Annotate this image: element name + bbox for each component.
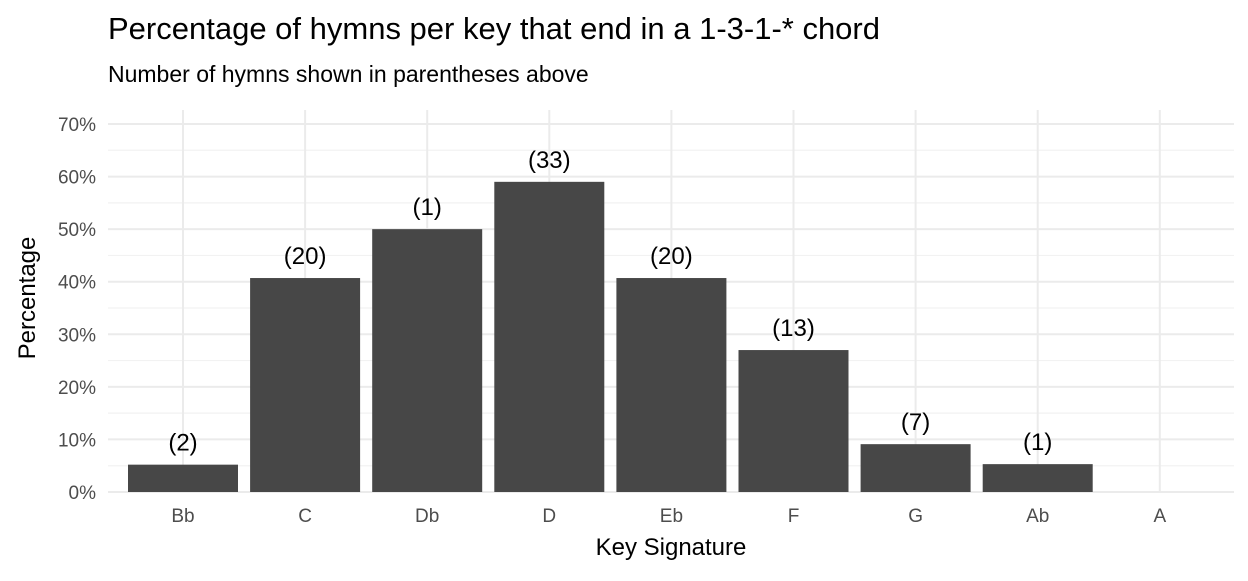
data-label: (1) <box>1023 429 1052 456</box>
bar-bb <box>128 464 238 492</box>
y-tick-label: 20% <box>58 378 96 399</box>
y-tick-label: 60% <box>58 168 96 189</box>
y-axis-ticks: 0% 10% 20% 30% 40% 50% 60% 70% <box>58 115 96 504</box>
x-tick-label: Bb <box>171 506 194 527</box>
data-label: (33) <box>528 147 571 174</box>
x-tick-label: Ab <box>1026 506 1049 527</box>
data-label: (1) <box>413 194 442 221</box>
x-tick-label: A <box>1153 506 1166 527</box>
chart-subtitle: Number of hymns shown in parentheses abo… <box>108 61 589 87</box>
y-tick-label: 30% <box>58 325 96 346</box>
x-axis-label: Key Signature <box>596 534 747 561</box>
y-tick-label: 10% <box>58 430 96 451</box>
bar-d <box>494 181 605 493</box>
bar-eb <box>616 278 727 492</box>
y-tick-label: 70% <box>58 115 96 136</box>
bar-db <box>372 229 483 492</box>
data-label: (2) <box>168 430 197 457</box>
bar-f <box>738 350 849 492</box>
data-label: (13) <box>772 315 815 342</box>
y-tick-label: 50% <box>58 220 96 241</box>
chart-title: Percentage of hymns per key that end in … <box>108 11 880 46</box>
x-tick-label: G <box>908 506 923 527</box>
bar-g <box>860 444 971 492</box>
bars <box>128 181 1093 493</box>
data-label: (20) <box>650 243 693 270</box>
x-tick-label: C <box>298 506 312 527</box>
x-tick-label: F <box>788 506 800 527</box>
x-axis-ticks: Bb C Db D Eb F G Ab A <box>171 506 1166 527</box>
x-tick-label: Eb <box>660 506 683 527</box>
data-label: (7) <box>901 409 930 436</box>
data-labels: (2) (20) (1) (33) (20) (13) (7) (1) <box>168 147 1052 457</box>
bar-ab <box>982 464 1093 492</box>
y-tick-label: 40% <box>58 273 96 294</box>
bar-c <box>250 278 361 492</box>
y-tick-label: 0% <box>69 483 97 504</box>
y-axis-label: Percentage <box>14 237 41 360</box>
x-tick-label: Db <box>415 506 439 527</box>
data-label: (20) <box>284 243 327 270</box>
x-tick-label: D <box>542 506 556 527</box>
